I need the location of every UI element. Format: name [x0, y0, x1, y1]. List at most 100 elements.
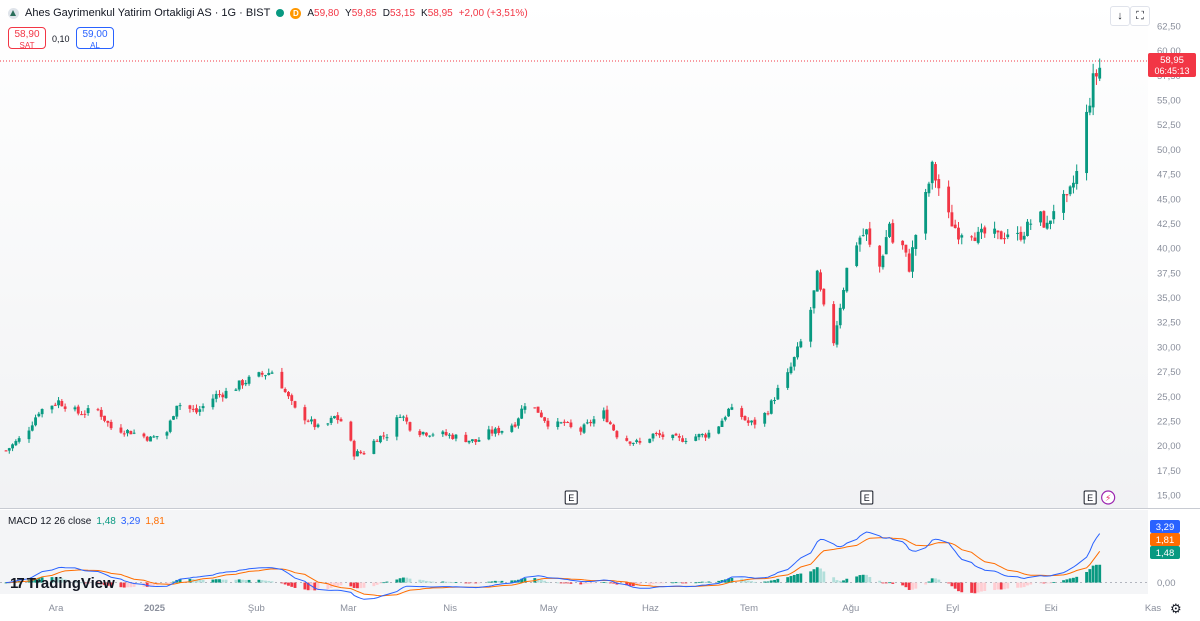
fullscreen-icon[interactable]: ⛶ [1130, 6, 1150, 26]
candle-body [356, 451, 359, 457]
macd-histogram-bar [283, 582, 287, 585]
candle-body [172, 416, 175, 420]
candle-body [723, 417, 727, 420]
macd-histogram-bar [1095, 564, 1098, 583]
candle-body [766, 413, 770, 415]
macd-histogram-bar [750, 581, 753, 583]
countdown-value: 06:45:13 [1154, 66, 1189, 76]
macd-histogram-bar [1085, 571, 1088, 583]
candle-body [579, 427, 583, 432]
macd-histogram-bar [792, 574, 796, 583]
candle-body [999, 231, 1003, 240]
candle-body [993, 228, 997, 234]
macd-histogram-value: 1,48 [96, 516, 116, 527]
macd-histogram-bar [382, 582, 386, 584]
macd-histogram-bar [776, 578, 780, 583]
candle-body [178, 405, 182, 407]
macd-histogram-bar [602, 582, 606, 583]
candle-body [103, 415, 106, 421]
candle-body [86, 408, 90, 414]
macd-histogram-bar [684, 582, 688, 584]
macd-histogram-bar [76, 581, 80, 583]
candle-body [658, 433, 662, 436]
candle-body [444, 432, 448, 436]
macd-histogram-bar [53, 577, 57, 583]
macd-histogram-bar [500, 580, 504, 583]
candle-body [1068, 186, 1072, 195]
symbol-title[interactable]: Ahes Gayrimenkul Yatirim Ortakligi AS · … [25, 7, 271, 19]
ohlc-value-high: 59,85 [351, 7, 377, 19]
macd-histogram-bar [306, 582, 310, 591]
macd-histogram-bar [264, 580, 267, 583]
candle-body [539, 412, 543, 418]
candle-body [385, 437, 389, 439]
candle-body [602, 410, 606, 419]
candle-body [763, 412, 767, 424]
last-price-value: 58,95 [1160, 55, 1184, 66]
candle-body [589, 421, 593, 424]
candle-body [395, 417, 399, 437]
ohlc-key-close: K [421, 7, 428, 19]
macd-line-value: 3,29 [120, 516, 141, 527]
tradingview-logo[interactable]: 17 TradingView [10, 575, 115, 592]
macd-histogram-bar [671, 582, 675, 584]
macd-indicator-label[interactable]: MACD 12 26 close [8, 516, 92, 527]
candle-body [776, 387, 780, 400]
macd-histogram-bar [799, 573, 803, 583]
macd-histogram-bar [1062, 580, 1066, 583]
macd-histogram-bar [950, 582, 954, 587]
price-tick-label: 32,50 [1157, 318, 1181, 329]
macd-histogram-bar [888, 582, 891, 584]
macd-histogram-bar [835, 580, 839, 583]
candle-body [218, 394, 221, 396]
ohlc-key-high: Y [345, 7, 352, 19]
sell-button[interactable]: 58,90 SAT [8, 27, 46, 50]
macd-histogram-bar [451, 582, 455, 584]
macd-histogram-bar [717, 580, 721, 583]
buy-button[interactable]: 59,00 AL [76, 27, 114, 50]
candle-body [372, 440, 376, 454]
macd-histogram-bar [359, 582, 363, 589]
macd-histogram-bar [1042, 582, 1046, 584]
macd-value-tag-label: 1,48 [1156, 548, 1175, 559]
settings-gear-icon[interactable]: ⚙ [1170, 601, 1182, 616]
macd-histogram-bar [145, 582, 149, 587]
candle-body [313, 419, 317, 428]
macd-histogram-bar [753, 581, 757, 583]
candle-body [930, 161, 934, 184]
candle-body [80, 414, 83, 416]
time-tick-label: Tem [740, 603, 758, 614]
candle-body [832, 304, 836, 344]
candle-body [1016, 232, 1020, 234]
candle-body [359, 451, 363, 454]
download-arrow-icon[interactable]: ↓ [1110, 6, 1130, 26]
candle-body [822, 288, 826, 305]
candle-body [819, 272, 822, 290]
macd-histogram-bar [654, 582, 658, 584]
candle-body [746, 420, 750, 423]
candle-body [980, 228, 983, 233]
candle-body [490, 429, 494, 434]
candle-body [260, 372, 264, 375]
macd-histogram-bar [287, 582, 290, 586]
candle-body [464, 434, 468, 443]
ohlc-values: A59,80 Y59,85 D53,15 K58,95 +2,00 (+3,51… [307, 8, 527, 19]
ohlc-key-open: A [307, 7, 315, 19]
macd-histogram-bar [608, 582, 612, 584]
candle-body [201, 406, 205, 409]
candle-body [523, 406, 527, 410]
macd-histogram-bar [891, 582, 895, 584]
earnings-marker [860, 490, 874, 505]
candle-body [198, 409, 202, 412]
candle-body [310, 419, 313, 422]
macd-histogram-bar [418, 579, 422, 583]
candle-body [145, 436, 149, 441]
candle-body [625, 438, 629, 441]
macd-histogram-bar [911, 582, 914, 590]
price-tick-label: 27,50 [1157, 367, 1181, 378]
candle-body [697, 434, 701, 438]
earnings-marker [564, 490, 578, 505]
macd-histogram-bar [474, 582, 478, 584]
price-tick-label: 25,00 [1157, 392, 1181, 403]
